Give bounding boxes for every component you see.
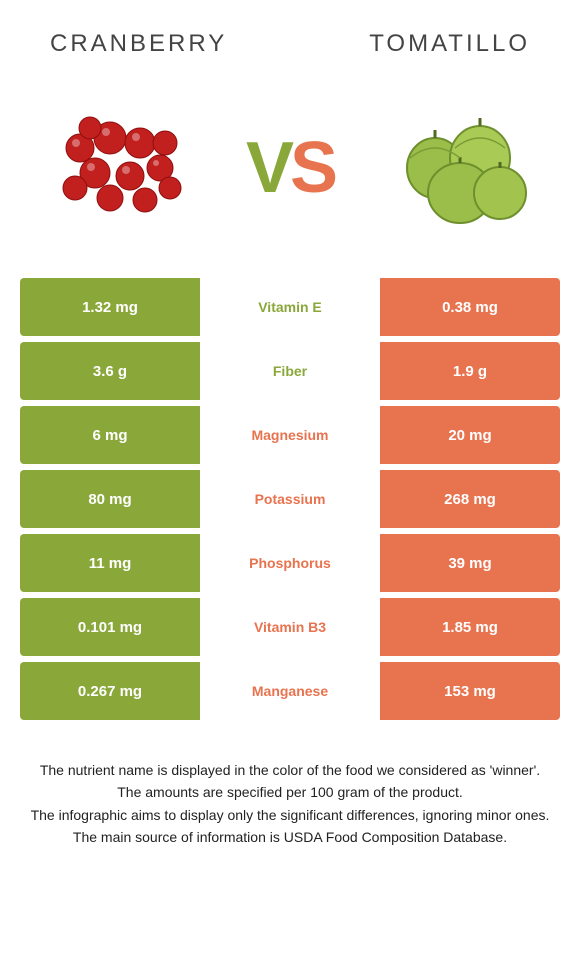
left-value: 3.6 g — [20, 342, 200, 400]
table-row: 6 mgMagnesium20 mg — [20, 406, 560, 464]
table-row: 11 mgPhosphorus39 mg — [20, 534, 560, 592]
footer-notes: The nutrient name is displayed in the co… — [20, 760, 560, 847]
table-row: 0.101 mgVitamin B31.85 mg — [20, 598, 560, 656]
vs-label: VS — [246, 132, 334, 204]
left-value: 80 mg — [20, 470, 200, 528]
header: Cranberry Tomatillo — [20, 30, 560, 78]
footer-line: The infographic aims to display only the… — [30, 805, 550, 825]
table-row: 3.6 gFiber1.9 g — [20, 342, 560, 400]
right-title: Tomatillo — [369, 30, 530, 58]
right-value: 0.38 mg — [380, 278, 560, 336]
image-row: VS — [20, 78, 560, 278]
left-value: 6 mg — [20, 406, 200, 464]
footer-line: The nutrient name is displayed in the co… — [30, 760, 550, 780]
right-value: 1.9 g — [380, 342, 560, 400]
left-value: 0.101 mg — [20, 598, 200, 656]
footer-line: The main source of information is USDA F… — [30, 827, 550, 847]
table-row: 80 mgPotassium268 mg — [20, 470, 560, 528]
nutrient-label: Fiber — [200, 342, 380, 400]
table-row: 0.267 mgManganese153 mg — [20, 662, 560, 720]
cranberry-image — [40, 88, 200, 248]
nutrient-label: Phosphorus — [200, 534, 380, 592]
right-value: 39 mg — [380, 534, 560, 592]
right-value: 268 mg — [380, 470, 560, 528]
right-value: 20 mg — [380, 406, 560, 464]
left-value: 1.32 mg — [20, 278, 200, 336]
right-value: 1.85 mg — [380, 598, 560, 656]
right-value: 153 mg — [380, 662, 560, 720]
nutrient-label: Manganese — [200, 662, 380, 720]
nutrient-table: 1.32 mgVitamin E0.38 mg 3.6 gFiber1.9 g 6 … — [20, 278, 560, 720]
nutrient-label: Vitamin B3 — [200, 598, 380, 656]
left-title: Cranberry — [50, 30, 227, 58]
nutrient-label: Magnesium — [200, 406, 380, 464]
vs-s: S — [290, 128, 334, 208]
left-value: 0.267 mg — [20, 662, 200, 720]
footer-line: The amounts are specified per 100 gram o… — [30, 782, 550, 802]
left-value: 11 mg — [20, 534, 200, 592]
nutrient-label: Vitamin E — [200, 278, 380, 336]
table-row: 1.32 mgVitamin E0.38 mg — [20, 278, 560, 336]
nutrient-label: Potassium — [200, 470, 380, 528]
vs-v: V — [246, 128, 290, 208]
tomatillo-image — [380, 88, 540, 248]
